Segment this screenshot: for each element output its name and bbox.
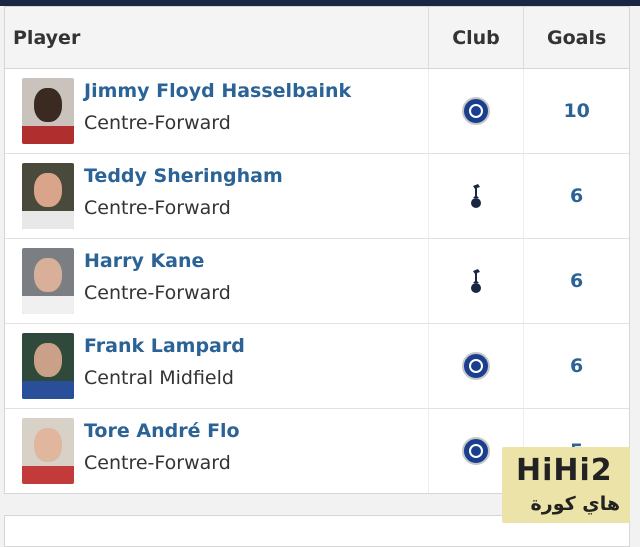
player-photo[interactable] (22, 163, 74, 229)
player-photo[interactable] (22, 333, 74, 399)
player-position: Centre-Forward (84, 197, 231, 219)
player-photo[interactable] (22, 248, 74, 314)
goals-value[interactable]: 6 (523, 239, 629, 323)
goals-value[interactable]: 10 (523, 69, 629, 153)
player-cell: Frank Lampard Central Midfield (5, 324, 428, 408)
tottenham-badge-icon[interactable] (468, 267, 484, 295)
table-header: Player Club Goals (5, 7, 629, 69)
player-position: Central Midfield (84, 367, 234, 389)
club-cell (427, 69, 524, 153)
player-cell: Teddy Sheringham Centre-Forward (5, 154, 428, 238)
goals-value[interactable]: 6 (523, 324, 629, 408)
player-position: Centre-Forward (84, 282, 231, 304)
club-cell (427, 239, 524, 323)
player-cell: Jimmy Floyd Hasselbaink Centre-Forward (5, 69, 428, 153)
player-cell: Tore André Flo Centre-Forward (5, 409, 428, 493)
player-position: Centre-Forward (84, 112, 231, 134)
table-row: Frank Lampard Central Midfield 6 (5, 324, 629, 409)
goals-value[interactable]: 6 (523, 154, 629, 238)
player-name-link[interactable]: Tore André Flo (84, 420, 240, 442)
watermark-subtext: هاي كورة (530, 493, 620, 515)
header-goals: Goals (523, 7, 629, 68)
club-cell (427, 324, 524, 408)
watermark-text: HiHi2 (516, 453, 613, 488)
table-row: Harry Kane Centre-Forward 6 (5, 239, 629, 324)
player-position: Centre-Forward (84, 452, 231, 474)
player-cell: Harry Kane Centre-Forward (5, 239, 428, 323)
club-cell (427, 409, 524, 493)
chelsea-badge-icon[interactable] (462, 352, 490, 380)
player-name-link[interactable]: Harry Kane (84, 250, 205, 272)
player-name-link[interactable]: Frank Lampard (84, 335, 245, 357)
chelsea-badge-icon[interactable] (462, 437, 490, 465)
table-row: Teddy Sheringham Centre-Forward 6 (5, 154, 629, 239)
club-cell (427, 154, 524, 238)
watermark-logo: HiHi2 هاي كورة (502, 447, 630, 523)
player-photo[interactable] (22, 418, 74, 484)
header-club: Club (427, 7, 524, 68)
tottenham-badge-icon[interactable] (468, 182, 484, 210)
header-player: Player (13, 26, 81, 49)
top-bar (0, 0, 640, 6)
player-name-link[interactable]: Teddy Sheringham (84, 165, 283, 187)
chelsea-badge-icon[interactable] (462, 97, 490, 125)
table-row: Jimmy Floyd Hasselbaink Centre-Forward 1… (5, 69, 629, 154)
player-name-link[interactable]: Jimmy Floyd Hasselbaink (84, 80, 352, 102)
top-scorers-table: Player Club Goals Jimmy Floyd Hasselbain… (4, 6, 630, 494)
player-photo[interactable] (22, 78, 74, 144)
